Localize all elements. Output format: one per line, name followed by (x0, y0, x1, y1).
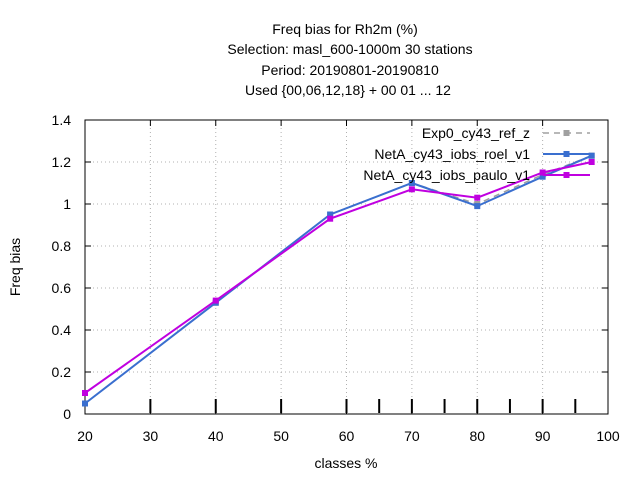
data-point (212, 297, 219, 304)
title-line-2: Selection: masl_600-1000m 30 stations (227, 41, 472, 57)
x-tick-label: 30 (143, 428, 159, 444)
series-layer (82, 152, 595, 407)
data-point (588, 152, 595, 159)
y-tick-label: 1.4 (52, 112, 72, 128)
data-point (474, 194, 481, 201)
legend-marker (563, 130, 570, 136)
chart-title: Freq bias for Rh2m (%) Selection: masl_6… (227, 21, 472, 98)
x-tick-label: 20 (77, 428, 93, 444)
data-point (327, 211, 334, 218)
series-line (84, 161, 592, 394)
legend-label: Exp0_cy43_ref_z (422, 125, 530, 141)
x-tick-label: 90 (535, 428, 551, 444)
legend-marker (563, 151, 570, 157)
legend-label: NetA_cy43_iobs_roel_v1 (374, 146, 530, 162)
x-tick-label: 100 (596, 428, 620, 444)
y-axis-label: Freq bias (7, 238, 23, 296)
title-line-3: Period: 20190801-20190810 (261, 62, 439, 78)
x-tick-label: 80 (469, 428, 485, 444)
data-point (588, 159, 595, 165)
legend: Exp0_cy43_ref_z NetA_cy43_iobs_roel_v1 Net… (363, 125, 590, 183)
series-0 (82, 152, 595, 407)
y-tick-labels: 0 0.2 0.4 0.6 0.8 1 1.2 1.4 (52, 112, 72, 422)
data-point (327, 215, 334, 222)
y-tick-label: 0.4 (52, 322, 72, 338)
x-tick-label: 60 (339, 428, 355, 444)
title-line-4: Used {00,06,12,18} + 00 01 ... 12 (245, 82, 451, 98)
y-tick-label: 0.2 (52, 364, 72, 380)
title-line-1: Freq bias for Rh2m (%) (272, 21, 417, 37)
data-point (82, 400, 88, 407)
class-markers (149, 399, 577, 413)
series-1 (82, 152, 595, 407)
x-tick-label: 50 (273, 428, 289, 444)
legend-marker (563, 172, 570, 178)
y-tick-label: 0.6 (52, 280, 72, 296)
data-point (474, 203, 481, 210)
data-point (408, 186, 415, 193)
x-tick-label: 40 (208, 428, 224, 444)
series-line (84, 154, 593, 405)
y-tick-label: 1 (63, 196, 71, 212)
x-axis-label: classes % (314, 455, 377, 471)
data-point (539, 169, 546, 176)
y-tick-label: 0.8 (52, 238, 72, 254)
x-tick-labels: 20 30 40 50 60 70 80 90 100 (77, 428, 620, 444)
grid (85, 120, 608, 414)
x-tick-label: 70 (404, 428, 420, 444)
data-point (408, 180, 415, 186)
data-point (539, 173, 546, 180)
series-line (84, 155, 592, 405)
y-tick-label: 1.2 (52, 154, 72, 170)
series-2 (82, 159, 595, 396)
y-tick-label: 0 (63, 406, 71, 422)
data-point (82, 390, 88, 396)
legend-label: NetA_cy43_iobs_paulo_v1 (363, 167, 530, 183)
